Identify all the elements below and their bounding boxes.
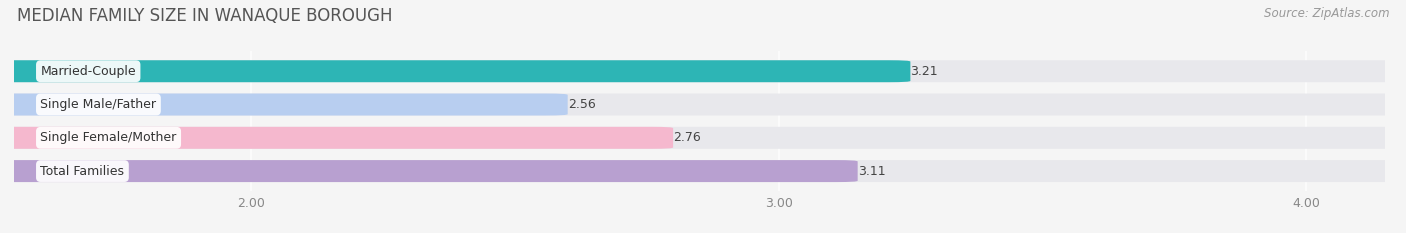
Text: Source: ZipAtlas.com: Source: ZipAtlas.com (1264, 7, 1389, 20)
Text: Single Male/Father: Single Male/Father (41, 98, 156, 111)
Text: MEDIAN FAMILY SIZE IN WANAQUE BOROUGH: MEDIAN FAMILY SIZE IN WANAQUE BOROUGH (17, 7, 392, 25)
Text: 2.76: 2.76 (673, 131, 700, 144)
FancyBboxPatch shape (0, 93, 568, 116)
Text: 3.11: 3.11 (858, 164, 886, 178)
FancyBboxPatch shape (0, 60, 1406, 82)
Text: 2.56: 2.56 (568, 98, 595, 111)
Text: Married-Couple: Married-Couple (41, 65, 136, 78)
Text: Total Families: Total Families (41, 164, 124, 178)
FancyBboxPatch shape (0, 93, 1406, 116)
FancyBboxPatch shape (0, 160, 1406, 182)
FancyBboxPatch shape (0, 127, 673, 149)
FancyBboxPatch shape (0, 160, 858, 182)
Text: Single Female/Mother: Single Female/Mother (41, 131, 177, 144)
FancyBboxPatch shape (0, 60, 910, 82)
Text: 3.21: 3.21 (910, 65, 938, 78)
FancyBboxPatch shape (0, 127, 1406, 149)
